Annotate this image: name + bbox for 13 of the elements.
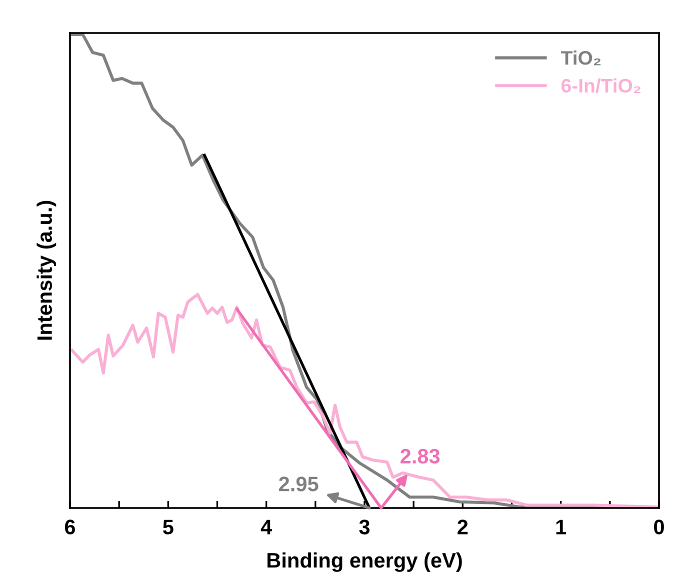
x-tick-label: 0 — [654, 520, 664, 534]
legend-label: TiO₂ — [561, 50, 601, 66]
x-tick-label: 1 — [556, 520, 566, 534]
legend-label: 6-In/TiO₂ — [562, 78, 640, 94]
x-tick-label: 4 — [260, 520, 272, 534]
annotation: 2.83 — [400, 448, 440, 464]
x-tick-label: 5 — [163, 520, 174, 534]
annotation: 2.95 — [279, 476, 318, 492]
x-axis-title: Binding energy (eV) — [268, 552, 462, 572]
x-tick-label: 2 — [458, 520, 468, 534]
y-axis-title: Intensity (a.u.) — [36, 200, 56, 340]
x-tick-label: 6 — [64, 520, 76, 534]
x-tick-label: 3 — [359, 520, 370, 534]
